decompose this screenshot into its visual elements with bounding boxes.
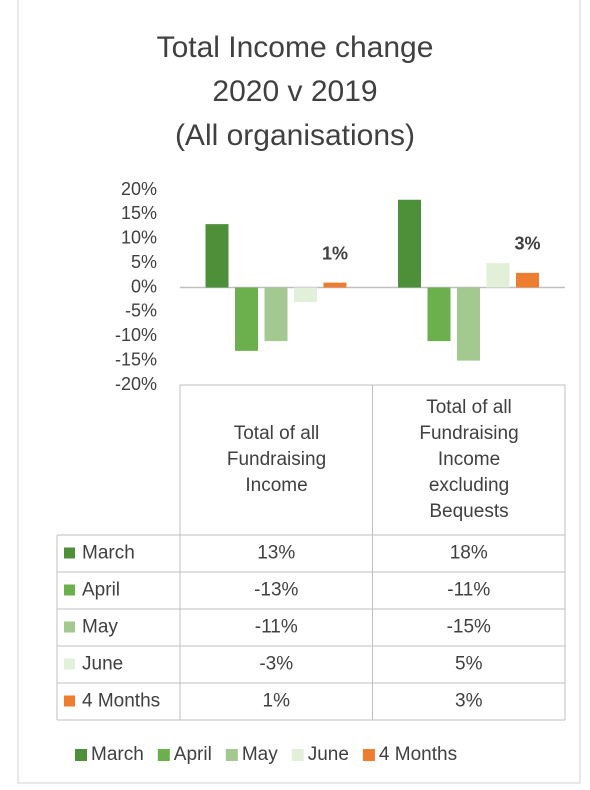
- table-cell: -3%: [259, 654, 293, 675]
- bar: [323, 282, 347, 288]
- frame: [17, 0, 581, 784]
- table-cell: -11%: [447, 580, 490, 601]
- row-key: [64, 695, 75, 707]
- legend-key: [362, 749, 375, 761]
- column-header: Total of all Fundraising Income: [180, 385, 373, 535]
- row-label: May: [82, 617, 118, 638]
- legend-label: March: [91, 744, 144, 765]
- table-cell: -13%: [254, 580, 298, 601]
- column-header: Total of all Fundraising Income excludin…: [373, 385, 566, 535]
- bar: [235, 287, 258, 351]
- table-cell: 5%: [455, 654, 483, 675]
- y-tick-label: 0%: [131, 276, 157, 296]
- legend-key: [75, 749, 87, 761]
- bar: [486, 263, 510, 288]
- column-header-text: Total of all Fundraising Income: [226, 423, 327, 496]
- table-cell: 18%: [450, 543, 488, 564]
- y-tick-label: -5%: [125, 301, 157, 321]
- legend-key: [157, 749, 170, 761]
- y-tick-label: -20%: [115, 374, 157, 394]
- chart-title: Total Income change 2020 v 2019 (All org…: [156, 31, 434, 152]
- column-header-text: Total of all Fundraising Income excludin…: [419, 397, 519, 522]
- y-tick-label: 10%: [121, 228, 157, 248]
- bar: [457, 287, 480, 361]
- row-key: [64, 584, 75, 596]
- legend-key: [291, 749, 304, 761]
- bar: [427, 287, 451, 342]
- row-label: 4 Months: [82, 691, 160, 712]
- row-key: [64, 547, 75, 559]
- y-tick-label: -10%: [115, 325, 157, 345]
- table-cell: 1%: [263, 691, 291, 712]
- y-tick-label: -15%: [115, 349, 157, 369]
- y-tick-label: 20%: [121, 179, 157, 199]
- data-label: 1%: [322, 243, 348, 263]
- bar: [398, 199, 421, 288]
- table-cell: -15%: [447, 617, 491, 638]
- legend-label: June: [308, 744, 349, 765]
- legend-label: May: [242, 744, 278, 765]
- row-label: April: [82, 580, 120, 601]
- row-key: [64, 658, 75, 670]
- row-label: June: [82, 654, 123, 675]
- bar: [264, 287, 288, 342]
- y-tick-label: 5%: [131, 252, 157, 272]
- legend-label: 4 Months: [379, 744, 457, 765]
- bar: [516, 272, 539, 288]
- row-label: March: [82, 543, 135, 564]
- legend-label: April: [174, 744, 212, 765]
- row-key: [64, 621, 75, 633]
- bar: [205, 224, 229, 288]
- table-cell: -11%: [255, 617, 298, 638]
- table-cell: 13%: [257, 543, 295, 564]
- legend-key: [225, 749, 238, 761]
- table-cell: 3%: [455, 691, 483, 712]
- y-tick-label: 15%: [121, 203, 157, 223]
- bar: [294, 287, 317, 303]
- data-label: 3%: [514, 234, 540, 254]
